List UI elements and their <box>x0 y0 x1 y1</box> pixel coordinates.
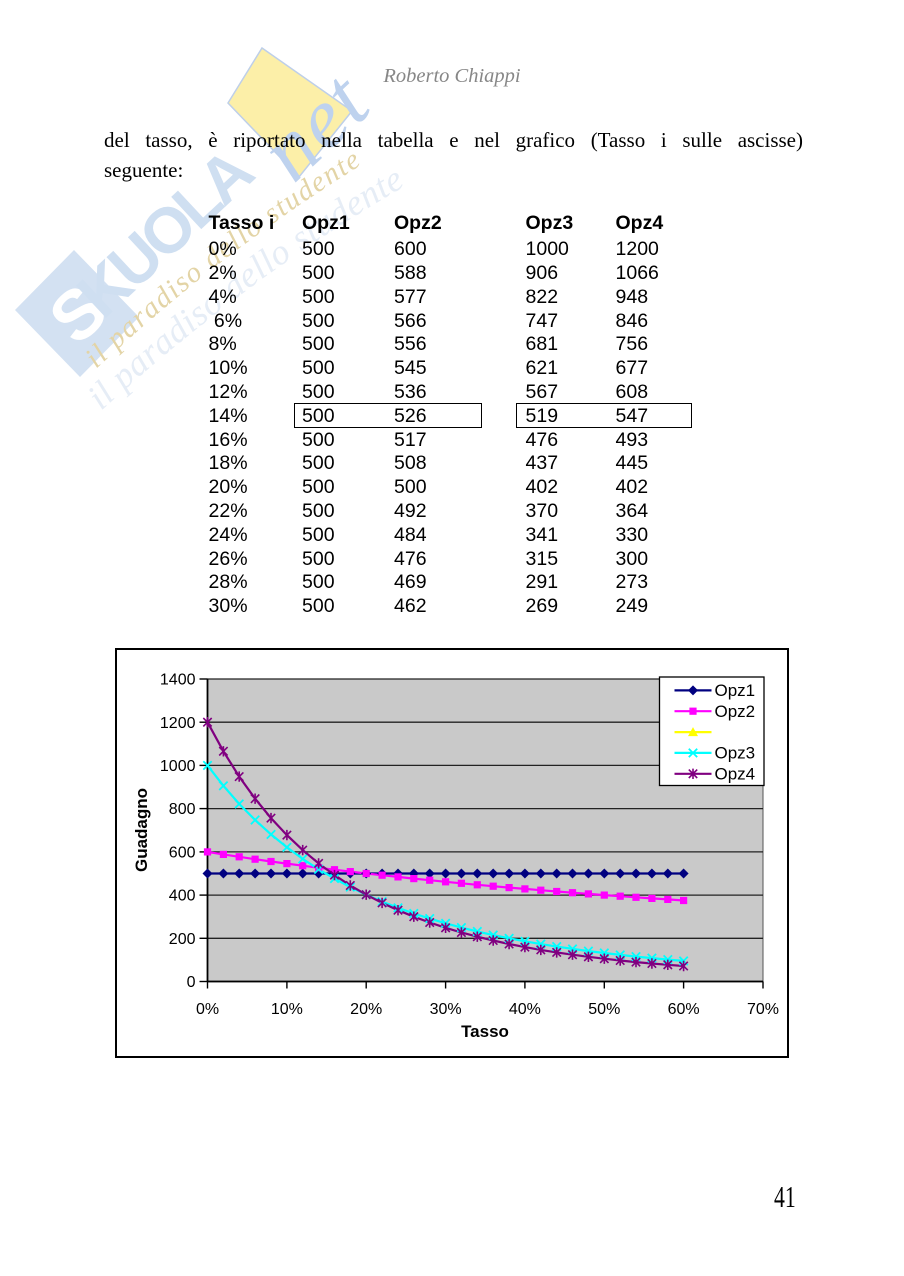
svg-text:400: 400 <box>169 888 196 905</box>
svg-text:Opz4: Opz4 <box>715 765 756 784</box>
svg-text:Opz2: Opz2 <box>715 702 756 721</box>
svg-text:Guadagno: Guadagno <box>132 788 151 872</box>
svg-text:200: 200 <box>169 931 196 948</box>
svg-text:40%: 40% <box>509 1001 541 1018</box>
svg-text:1000: 1000 <box>160 758 196 775</box>
svg-text:800: 800 <box>169 801 196 818</box>
svg-text:Opz3: Opz3 <box>715 744 756 763</box>
svg-text:Opz1: Opz1 <box>715 681 756 700</box>
svg-text:30%: 30% <box>430 1001 462 1018</box>
svg-text:Tasso: Tasso <box>461 1022 509 1041</box>
svg-text:60%: 60% <box>668 1001 700 1018</box>
svg-text:50%: 50% <box>588 1001 620 1018</box>
svg-text:10%: 10% <box>271 1001 303 1018</box>
svg-text:70%: 70% <box>747 1001 779 1018</box>
svg-text:1200: 1200 <box>160 715 196 732</box>
svg-text:1400: 1400 <box>160 672 196 689</box>
svg-text:0%: 0% <box>196 1001 219 1018</box>
svg-text:20%: 20% <box>350 1001 382 1018</box>
svg-text:0: 0 <box>187 974 196 991</box>
svg-text:600: 600 <box>169 845 196 862</box>
